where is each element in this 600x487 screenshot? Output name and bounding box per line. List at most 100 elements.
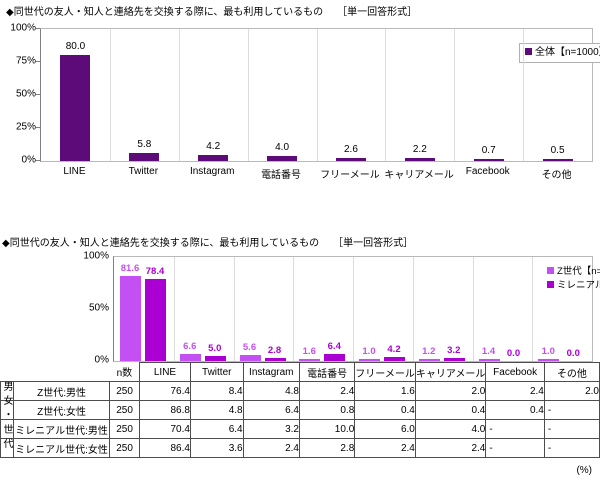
chart2-y-tick-label: 100%	[83, 250, 109, 262]
bar-group: 1.4 0.0	[473, 257, 533, 361]
bar-millennial	[324, 354, 346, 361]
chart1-title-text: ◆同世代の友人・知人と連絡先を交換する際に、最も利用しているもの	[6, 7, 324, 18]
chart1-x-label: キャリアメール	[384, 170, 454, 181]
table-column-header: その他	[543, 362, 600, 382]
table-n-value: 250	[109, 400, 141, 420]
table-cell-value: 2.4	[414, 438, 487, 458]
bar-value-label: 0.5	[550, 145, 565, 157]
bar-gen-z	[299, 359, 321, 361]
chart2-column-separator	[472, 257, 474, 361]
table-column-header: Instagram	[242, 362, 300, 382]
bar-value-label: 2.6	[343, 143, 358, 155]
chart1-column-separator	[523, 29, 525, 161]
table-column-header: LINE	[139, 362, 191, 382]
table-row-label: ミレニアル世代:女性	[12, 438, 111, 458]
table-cell-value: 4.8	[242, 381, 300, 401]
table-cell-value: -	[485, 438, 545, 458]
table-cell-value: 86.8	[139, 400, 191, 420]
table-cell-value: 70.4	[139, 419, 191, 439]
generation-bar-chart: 0% 50% 100% Z世代【n=500】 ミレニアル世代【n=500】 81.6…	[0, 250, 600, 372]
bar-group: 0.7	[454, 29, 523, 161]
bar-value-label: 4.2	[206, 141, 221, 153]
chart1-x-label: LINE	[63, 166, 86, 177]
table-n-header: n数	[116, 368, 133, 380]
table-cell-value: 6.4	[189, 419, 244, 439]
table-corner-blank	[1, 363, 14, 382]
bar-gen-z	[179, 354, 201, 361]
bar-overall	[129, 153, 160, 161]
table-group-label-cell	[0, 419, 14, 439]
table-row-label: Z世代:男性	[12, 381, 111, 401]
table-cell-value: 1.6	[354, 381, 416, 401]
table-corner-blank	[13, 363, 109, 382]
chart1-y-tick-label: 25%	[15, 121, 36, 133]
bar-group: 6.6 5.0	[174, 257, 234, 361]
bar-value-label: 80.0	[65, 41, 86, 53]
chart1-x-axis: LINE Twitter Instagram 電話番号 フリーメール キャリアメール Fac…	[40, 164, 593, 184]
bar-overall	[335, 157, 366, 161]
chart2-column-separator	[532, 257, 534, 361]
bar-value-label-gen-z: 1.0	[541, 346, 555, 358]
bar-group: 2.2	[385, 29, 454, 161]
bar-overall	[60, 55, 91, 161]
bar-millennial	[384, 356, 405, 361]
table-column-header: 電話番号	[298, 362, 356, 382]
chart1-x-label: Twitter	[128, 166, 159, 177]
table-cell-value: 2.4	[298, 381, 356, 401]
table-cell-value: 0.4	[354, 400, 416, 420]
chart1-y-tick	[36, 160, 40, 161]
table-group-label-cell	[0, 400, 14, 420]
bar-gen-z	[478, 359, 500, 361]
table-cell-value: -	[543, 438, 600, 458]
legend-label-millennial: ミレニアル世代【n=500】	[557, 280, 600, 291]
table-cell-value: 2.0	[414, 381, 487, 401]
table-column-header: フリーメール	[354, 362, 416, 382]
table-cell-value: 10.0	[298, 419, 356, 439]
chart1-y-tick	[36, 28, 40, 29]
table-cell-value: 2.0	[543, 381, 600, 401]
bar-gen-z	[538, 359, 560, 361]
table-cell-value: 76.4	[139, 381, 191, 401]
chart1-x-label: その他	[541, 170, 572, 181]
bar-group: 1.0 4.2	[353, 257, 413, 361]
chart2-column-separator	[173, 257, 175, 361]
bar-group: 80.0	[41, 29, 110, 161]
chart1-column-separator	[109, 29, 111, 161]
bar-overall	[404, 158, 435, 161]
table-cell-value: 4.0	[414, 419, 487, 439]
bar-gen-z	[359, 359, 380, 361]
chart2-y-tick-label: 0%	[94, 354, 109, 366]
chart1-x-label: Facebook	[465, 166, 510, 177]
table-cell-value: -	[543, 400, 600, 420]
bar-value-label-gen-z: 1.2	[422, 346, 436, 358]
legend-label-overall: 全体【n=1000】	[535, 47, 600, 58]
table-cell-value: 8.4	[189, 381, 244, 401]
bar-value-label-millennial: 3.2	[447, 344, 461, 356]
table-cell-value: 3.2	[242, 419, 300, 439]
legend-item-gen-z: Z世代【n=500】	[547, 265, 600, 279]
table-row-label: Z世代:女性	[12, 400, 111, 420]
breakdown-table: n数 LINE Twitter Instagram 電話番号 フリーメール キャリアメール F…	[0, 362, 600, 458]
bar-value-label-gen-z: 5.6	[242, 342, 257, 354]
chart2-legend: Z世代【n=500】 ミレニアル世代【n=500】	[547, 265, 600, 293]
chart1-column-separator	[385, 29, 387, 161]
bar-group: 81.6 78.4	[114, 257, 174, 361]
breakdown-table-wrapper: n数 LINE Twitter Instagram 電話番号 フリーメール キャリアメール F…	[0, 362, 600, 476]
bar-group: 5.8	[110, 29, 179, 161]
table-header-row: n数 LINE Twitter Instagram 電話番号 フリーメール キャリアメール F…	[1, 362, 600, 382]
legend-swatch-millennial	[547, 281, 554, 288]
bar-value-label-millennial: 78.4	[145, 266, 165, 278]
bar-value-label-millennial: 5.0	[208, 342, 222, 354]
table-cell-value: 6.4	[242, 400, 300, 420]
table-cell-value: 2.4	[242, 438, 300, 458]
bar-group: 4.0	[248, 29, 317, 161]
chart1-x-label: 電話番号	[261, 170, 302, 181]
table-cell-value: 0.4	[485, 400, 545, 420]
table-n-value: 250	[109, 419, 141, 439]
legend-label-gen-z: Z世代【n=500】	[557, 266, 600, 277]
table-cell-value: 6.0	[354, 419, 416, 439]
overall-bar-chart: 0% 25% 50% 75% 100% 全体【n=1000】 80.0 5.8 4.2 4.0…	[0, 23, 600, 199]
table-cell-value: -	[485, 419, 545, 439]
bar-overall	[473, 159, 504, 161]
table-cell-value: 3.6	[189, 438, 244, 458]
